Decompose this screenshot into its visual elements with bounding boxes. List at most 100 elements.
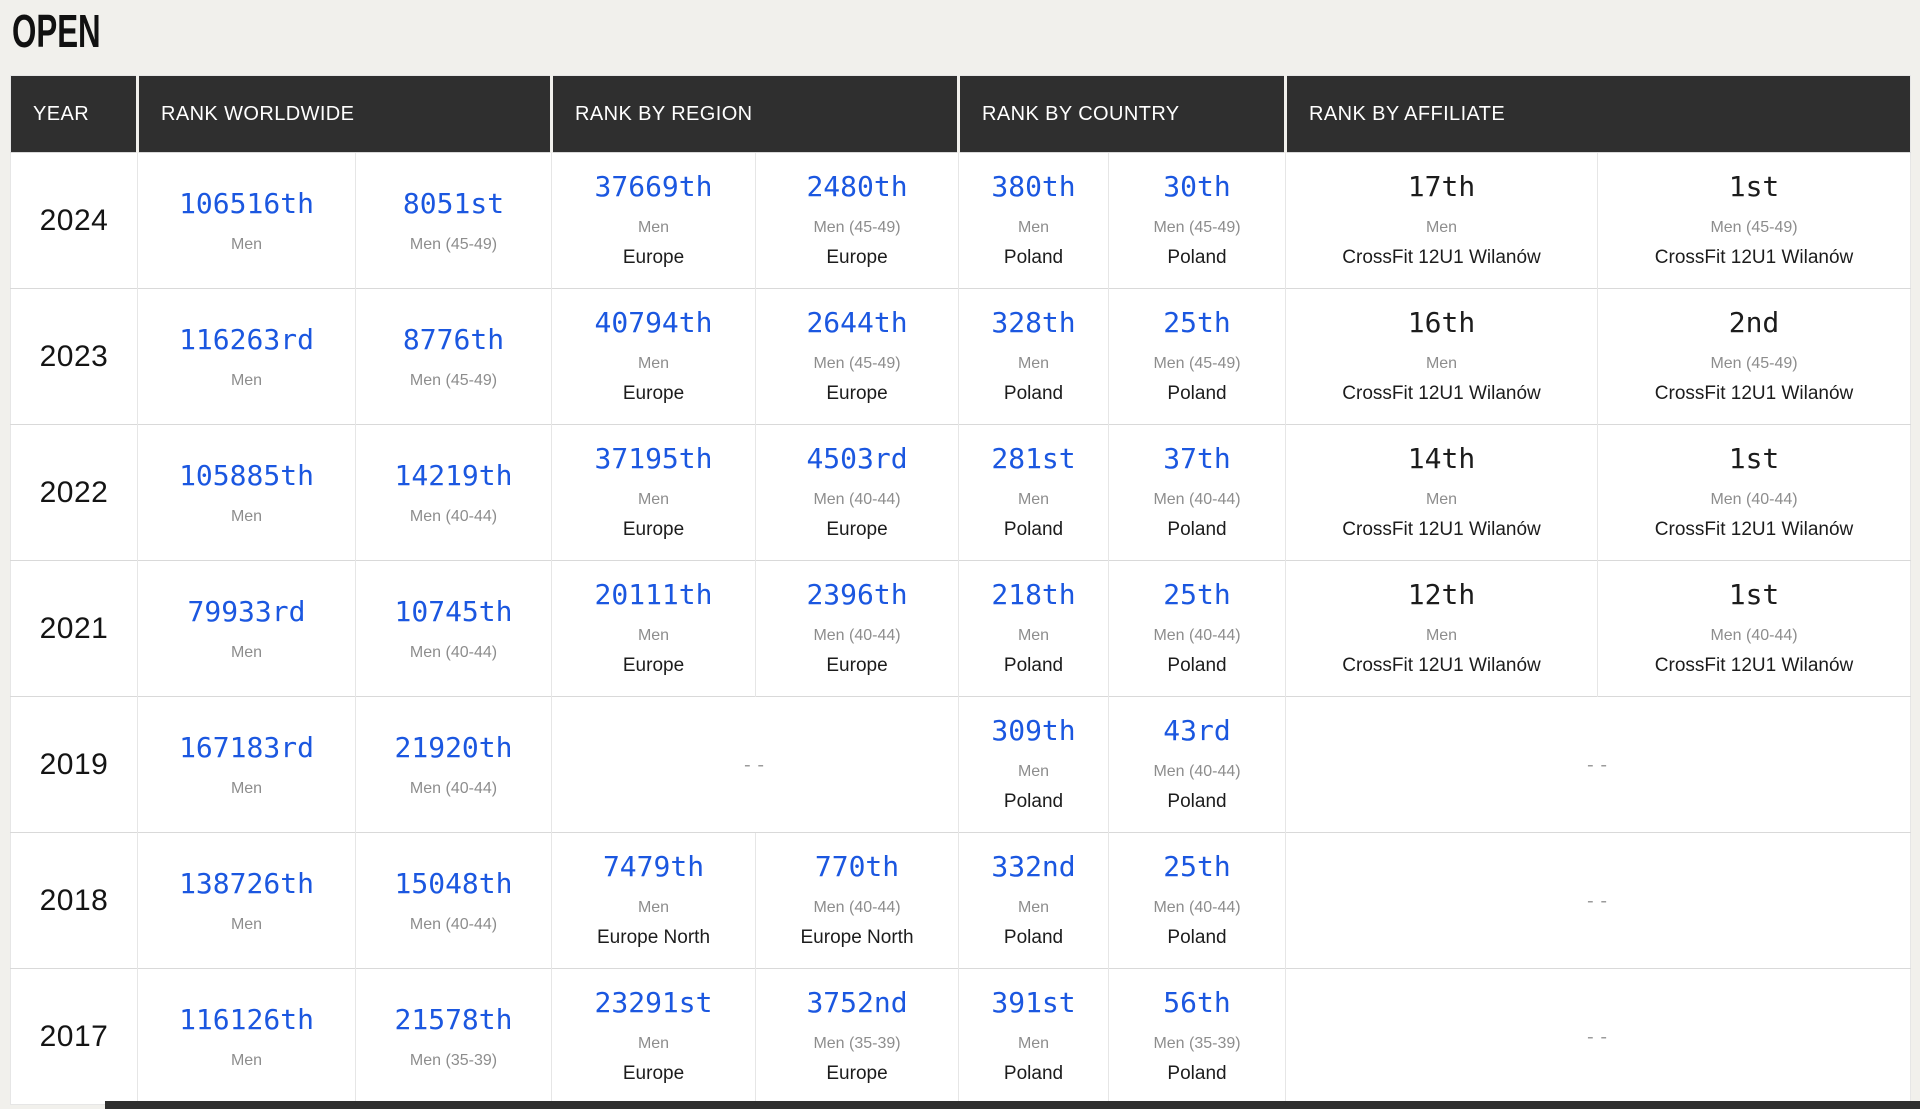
country-cell: 30th Men (45-49) Poland — [1108, 152, 1286, 289]
division-label: Men — [230, 915, 263, 933]
rank-link[interactable]: 21578th — [394, 1002, 513, 1036]
rank-value: 2nd — [1728, 306, 1780, 339]
region-cell: 4503rd Men (40-44) Europe — [755, 424, 959, 561]
rank-link[interactable]: 25th — [1163, 850, 1231, 883]
division-label: Men — [637, 355, 670, 372]
table-header: YEAR RANK WORLDWIDE RANK BY REGION RANK … — [10, 75, 1911, 153]
affiliate-name: CrossFit 12U1 Wilanów — [1654, 655, 1854, 676]
rank-link[interactable]: 167183rd — [179, 730, 314, 764]
location-label: Poland — [1167, 1063, 1227, 1084]
rank-link[interactable]: 10745th — [394, 594, 513, 628]
division-label: Men — [1425, 355, 1458, 372]
rank-link[interactable]: 328th — [991, 306, 1076, 339]
rank-link[interactable]: 116126th — [179, 1002, 314, 1036]
rank-link[interactable]: 40794th — [594, 306, 713, 339]
rank-link[interactable]: 332nd — [991, 850, 1076, 883]
location-label: Poland — [1167, 927, 1227, 948]
table-row: 2017 116126th Men 21578th Men (35-39) 23291st… — [10, 968, 1911, 1105]
region-cell: 2396th Men (40-44) Europe — [755, 560, 959, 697]
rank-link[interactable]: 21920th — [394, 730, 513, 764]
rank-link[interactable]: 218th — [991, 578, 1076, 611]
footer-bar — [105, 1101, 1920, 1109]
year-cell: 2024 — [10, 152, 138, 289]
rank-link[interactable]: 116263rd — [179, 322, 314, 356]
table-row: 2018 138726th Men 15048th Men (40-44) 7479th M… — [10, 832, 1911, 969]
worldwide-cell: 21920th Men (40-44) — [354, 696, 552, 833]
location-label: Europe — [826, 1063, 888, 1084]
division-label: Men (45-49) — [1153, 219, 1241, 236]
rank-link[interactable]: 391st — [991, 986, 1076, 1019]
rank-link[interactable]: 43rd — [1163, 714, 1231, 747]
division-label: Men — [1017, 763, 1050, 780]
affiliate-cell: 17th Men CrossFit 12U1 Wilanów — [1285, 152, 1598, 289]
location-label: Poland — [1003, 1063, 1064, 1084]
rank-link[interactable]: 15048th — [394, 866, 513, 900]
worldwide-cell: 167183rd Men — [137, 696, 356, 833]
division-label: Men — [1425, 219, 1458, 236]
region-cell: 40794th Men Europe — [551, 288, 756, 425]
location-label: Poland — [1167, 791, 1227, 812]
rank-link[interactable]: 4503rd — [806, 442, 908, 475]
division-label: Men — [1017, 219, 1050, 236]
rank-link[interactable]: 7479th — [602, 850, 705, 883]
rank-link[interactable]: 8776th — [402, 322, 505, 356]
rank-link[interactable]: 770th — [814, 850, 900, 883]
location-label: Europe — [622, 655, 685, 676]
header-row: YEAR RANK WORLDWIDE RANK BY REGION RANK … — [10, 75, 1911, 153]
division-label: Men (40-44) — [1153, 627, 1241, 644]
affiliate-name: CrossFit 12U1 Wilanów — [1654, 383, 1854, 404]
table-row: 2023 116263rd Men 8776th Men (45-49) 40794th M… — [10, 288, 1911, 425]
rank-link[interactable]: 56th — [1163, 986, 1231, 1019]
rank-link[interactable]: 37th — [1163, 442, 1231, 475]
location-label: Poland — [1003, 791, 1064, 812]
rank-link[interactable]: 20111th — [594, 578, 713, 611]
rank-link[interactable]: 14219th — [394, 458, 513, 492]
rank-link[interactable]: 2396th — [806, 578, 908, 611]
country-cell: 328th Men Poland — [958, 288, 1109, 425]
worldwide-cell: 21578th Men (35-39) — [354, 968, 552, 1105]
affiliate-empty-cell: -- — [1285, 968, 1911, 1105]
rank-link[interactable]: 79933rd — [187, 594, 306, 628]
location-label: Europe — [826, 383, 888, 404]
affiliate-empty-cell: -- — [1285, 832, 1911, 969]
affiliate-empty-cell: -- — [1285, 696, 1911, 833]
region-cell: 20111th Men Europe — [551, 560, 756, 697]
rank-link[interactable]: 25th — [1163, 306, 1231, 339]
rank-link[interactable]: 309th — [991, 714, 1076, 747]
rank-link[interactable]: 105885th — [179, 458, 314, 492]
affiliate-cell: 1st Men (45-49) CrossFit 12U1 Wilanów — [1597, 152, 1911, 289]
affiliate-name: CrossFit 12U1 Wilanów — [1654, 519, 1854, 540]
division-label: Men (45-49) — [409, 235, 498, 253]
division-label: Men — [230, 507, 263, 525]
rank-value: 17th — [1407, 170, 1476, 203]
year-cell: 2022 — [10, 424, 138, 561]
rank-link[interactable]: 37669th — [594, 170, 713, 203]
col-header-rank-by-affiliate: RANK BY AFFILIATE — [1284, 75, 1911, 153]
rank-link[interactable]: 30th — [1163, 170, 1231, 203]
table-row: 2019 167183rd Men 21920th Men (40-44) -- 309th… — [10, 696, 1911, 833]
division-label: Men (45-49) — [1153, 355, 1241, 372]
rank-link[interactable]: 2480th — [806, 170, 908, 203]
rank-link[interactable]: 106516th — [179, 186, 314, 220]
division-label: Men — [1017, 491, 1050, 508]
rank-link[interactable]: 8051st — [402, 186, 505, 220]
rank-link[interactable]: 2644th — [806, 306, 908, 339]
division-label: Men — [230, 235, 263, 253]
rank-link[interactable]: 37195th — [594, 442, 713, 475]
rank-link[interactable]: 281st — [991, 442, 1076, 475]
location-label: Poland — [1003, 655, 1064, 676]
location-label: Europe — [622, 519, 685, 540]
worldwide-cell: 116126th Men — [137, 968, 356, 1105]
rank-link[interactable]: 3752nd — [806, 986, 908, 1019]
rank-link[interactable]: 380th — [991, 170, 1076, 203]
rank-link[interactable]: 23291st — [594, 986, 713, 1019]
page-title: OPEN — [12, 5, 101, 57]
division-label: Men (35-39) — [813, 1035, 901, 1052]
division-label: Men (40-44) — [1153, 491, 1241, 508]
country-cell: 380th Men Poland — [958, 152, 1109, 289]
rank-link[interactable]: 138726th — [179, 866, 314, 900]
country-cell: 25th Men (40-44) Poland — [1108, 560, 1286, 697]
rank-value: 12th — [1407, 578, 1476, 611]
rank-link[interactable]: 25th — [1163, 578, 1231, 611]
division-label: Men (35-39) — [1153, 1035, 1241, 1052]
